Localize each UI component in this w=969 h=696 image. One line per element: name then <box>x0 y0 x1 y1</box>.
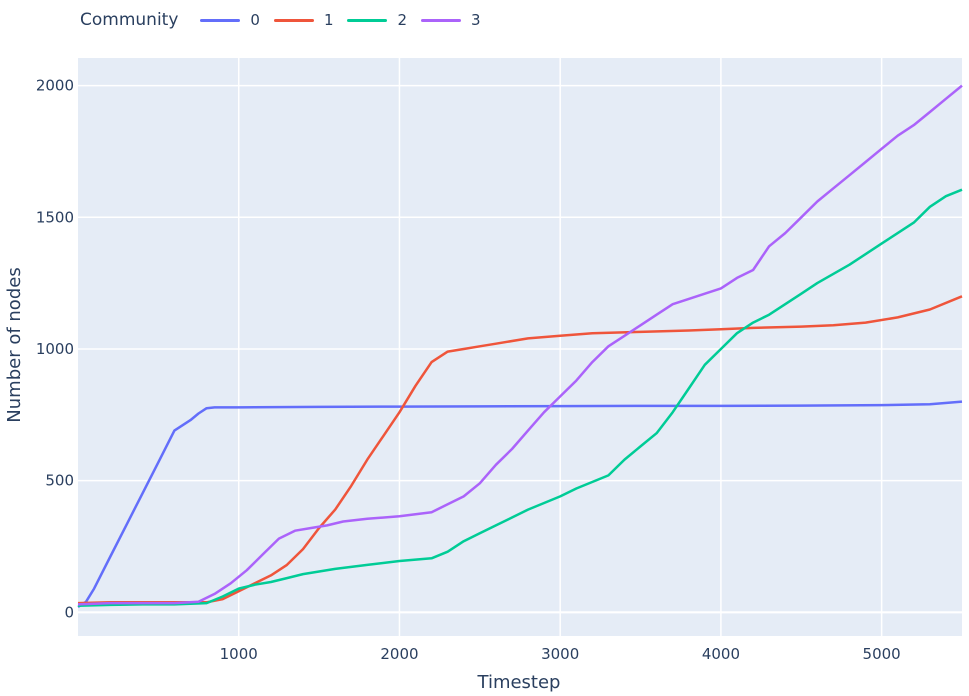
series-line-community-1[interactable] <box>77 295 963 605</box>
gridlines <box>78 58 962 636</box>
series-line-community-0[interactable] <box>77 400 963 609</box>
x-tick-label: 3000 <box>541 645 579 663</box>
legend-label-0: 0 <box>250 11 260 29</box>
y-tick-labels: 0 500 1000 1500 2000 <box>36 77 74 622</box>
legend-label-2: 2 <box>397 11 408 29</box>
legend-swatch-1 <box>273 18 314 22</box>
x-axis-title: Timestep <box>477 672 561 692</box>
x-tick-label: 4000 <box>702 645 740 663</box>
legend-swatch-0 <box>200 18 241 22</box>
y-tick-label: 0 <box>64 603 74 621</box>
y-tick-label: 2000 <box>36 77 74 95</box>
legend-title: Community <box>80 10 179 30</box>
y-tick-label: 500 <box>45 472 74 490</box>
legend-swatch-2 <box>347 18 388 22</box>
legend-item-3[interactable]: 3 <box>421 11 481 29</box>
x-tick-labels: 1000 2000 3000 4000 5000 <box>220 645 901 663</box>
x-tick-label: 5000 <box>863 645 901 663</box>
legend-label-3: 3 <box>471 11 481 29</box>
series-line-community-3[interactable] <box>77 84 963 606</box>
legend-swatch-3 <box>421 18 462 22</box>
y-axis-title: Number of nodes <box>4 267 25 422</box>
y-tick-label: 1000 <box>36 340 74 358</box>
series-lines <box>77 84 963 609</box>
legend: Community 0 1 2 3 <box>80 6 495 34</box>
legend-label-1: 1 <box>323 11 334 29</box>
legend-item-0[interactable]: 0 <box>200 11 260 29</box>
x-tick-label: 2000 <box>380 645 418 663</box>
x-tick-label: 1000 <box>220 645 258 663</box>
legend-item-1[interactable]: 1 <box>273 11 334 29</box>
series-line-community-2[interactable] <box>77 188 963 607</box>
legend-item-2[interactable]: 2 <box>347 11 407 29</box>
y-tick-label: 1500 <box>36 208 74 226</box>
plot-background <box>78 58 962 636</box>
